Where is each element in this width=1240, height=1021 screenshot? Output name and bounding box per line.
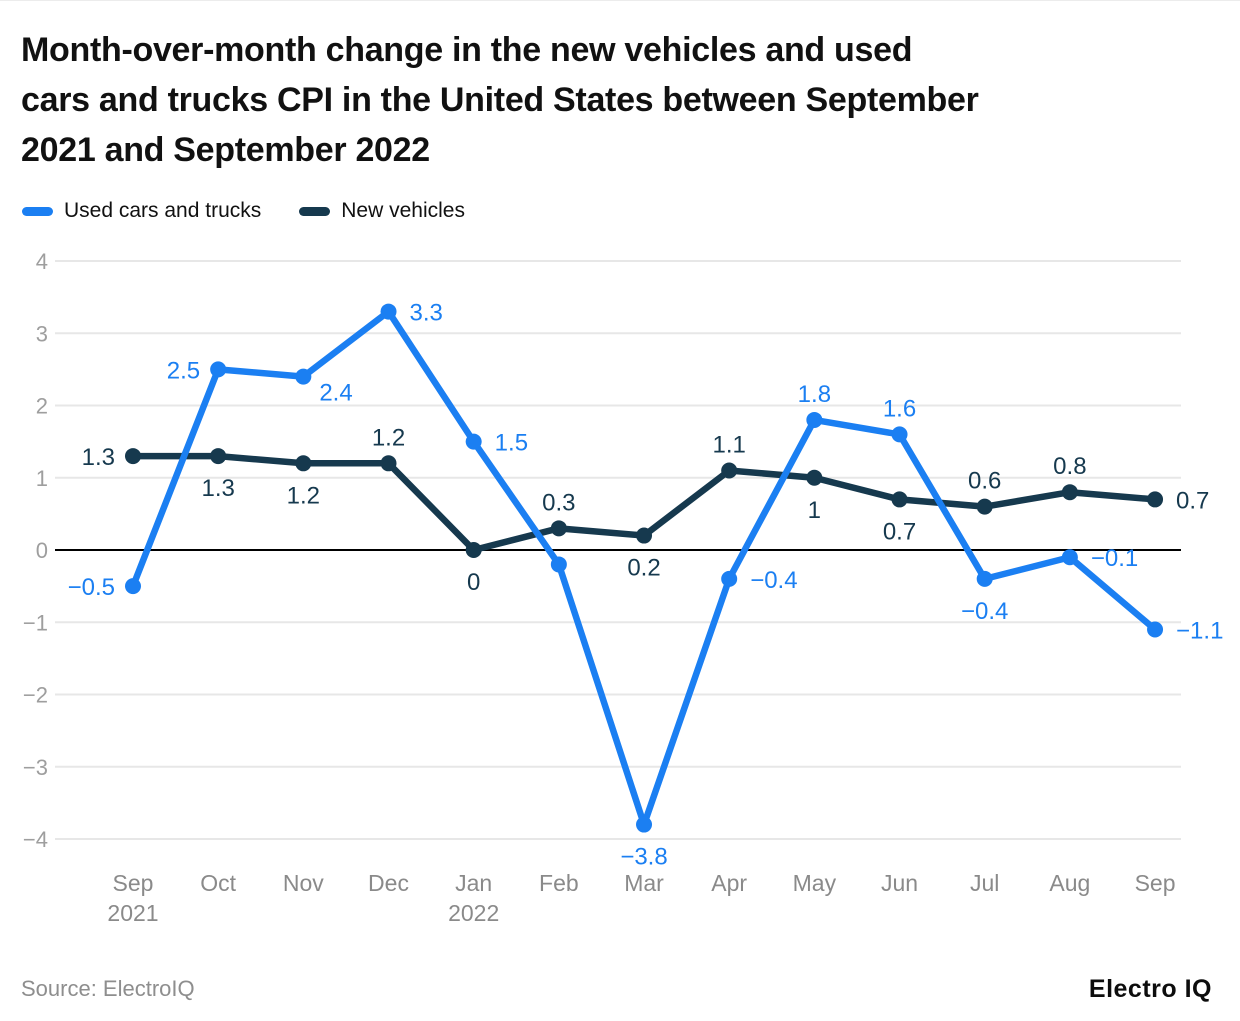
data-point (295, 455, 312, 472)
x-tick-label: May (793, 870, 837, 896)
data-point-label: 1.5 (495, 430, 528, 457)
data-point-label: 0.7 (1176, 487, 1209, 514)
data-point (636, 527, 653, 544)
page-title: Month-over-month change in the new vehic… (21, 25, 1221, 175)
data-point-label: 0.7 (883, 518, 916, 545)
data-point (976, 570, 993, 587)
x-tick-label: Nov (283, 870, 324, 896)
data-point (550, 556, 567, 573)
data-point-label: 0.8 (1053, 453, 1086, 480)
data-point-label: 0.3 (542, 489, 575, 516)
x-tick-label: Feb (539, 870, 579, 896)
x-tick-label: Sep (113, 870, 154, 896)
data-point-label: −0.5 (68, 574, 115, 601)
y-tick-label: 4 (36, 251, 48, 274)
data-point-label: 2.4 (319, 380, 352, 407)
line-chart: 4 3 2 1 0 −1 −2 −3 −4 Sep 2021 Oct Nov Dec Jan 2022 Feb M… (23, 251, 1224, 926)
data-point-label: 0 (467, 569, 480, 596)
data-point (465, 542, 482, 558)
x-tick-label: Jun (881, 870, 918, 896)
y-tick-label: −4 (23, 827, 48, 852)
source-text: Source: ElectroIQ (21, 976, 195, 1001)
x-tick-sublabel: 2021 (107, 900, 158, 926)
data-point (721, 462, 738, 479)
data-point (210, 448, 227, 465)
data-point (465, 433, 482, 450)
y-tick-label: −2 (23, 683, 48, 708)
data-point (1061, 484, 1078, 501)
data-point (1147, 621, 1164, 638)
new-vehicles-swatch-icon (299, 206, 331, 216)
data-point-label: 3.3 (410, 300, 443, 327)
y-tick-label: −3 (23, 755, 48, 780)
x-tick-label: Jan (455, 870, 492, 896)
x-tick-label: Dec (368, 870, 409, 896)
data-point (380, 303, 397, 320)
y-tick-label: 3 (36, 321, 48, 346)
page-title-line1: Month-over-month change in the new vehic… (21, 31, 913, 69)
data-point-label: 2.5 (167, 357, 200, 384)
data-point-label: −1.1 (1176, 617, 1223, 644)
data-point (125, 448, 141, 465)
x-tick-label: Sep (1135, 870, 1176, 896)
y-tick-label: 2 (36, 394, 48, 419)
data-point (891, 491, 908, 508)
data-point-label: −0.1 (1091, 545, 1138, 572)
y-tick-label: −1 (23, 610, 48, 635)
data-point (380, 455, 397, 472)
legend-item-new-vehicles: New vehicles (299, 199, 465, 223)
data-point (1061, 549, 1078, 566)
data-point-label: 1.1 (713, 432, 746, 459)
data-point (125, 578, 141, 595)
x-tick-label: Apr (711, 870, 747, 896)
y-tick-label: 0 (36, 538, 48, 563)
data-point-label: 1.3 (201, 475, 234, 502)
data-point (210, 361, 227, 378)
legend-label-new-vehicles: New vehicles (341, 199, 465, 222)
data-point (636, 816, 653, 833)
legend-item-used-cars: Used cars and trucks (22, 199, 261, 223)
legend: Used cars and trucks New vehicles (22, 199, 465, 223)
data-point (891, 426, 908, 443)
data-point-label: 1.2 (372, 424, 405, 451)
data-point-label: 1.3 (82, 444, 115, 471)
data-point-label: 1 (808, 497, 821, 524)
used-cars-swatch-icon (22, 206, 53, 216)
data-point (806, 469, 823, 486)
data-point (721, 570, 738, 587)
data-point-label: 0.6 (968, 468, 1001, 495)
legend-label-used-cars: Used cars and trucks (64, 199, 262, 222)
x-tick-label: Oct (200, 870, 236, 896)
data-point (1147, 491, 1164, 508)
data-point-label: −0.4 (750, 567, 797, 594)
data-point-label: −0.4 (961, 598, 1008, 625)
data-point-label: 1.6 (883, 395, 916, 422)
data-point (806, 411, 823, 428)
page-title-line2: cars and trucks CPI in the United States… (21, 81, 979, 119)
page-title-line3: 2021 and September 2022 (21, 131, 430, 169)
y-tick-label: 1 (36, 466, 48, 491)
x-tick-label: Mar (624, 870, 664, 896)
data-point (976, 498, 993, 515)
data-point (550, 520, 567, 537)
x-tick-sublabel: 2022 (448, 900, 499, 926)
x-tick-label: Jul (970, 870, 999, 896)
data-point (295, 368, 312, 385)
data-point-label: 1.2 (287, 482, 320, 509)
data-point-label: 1.8 (798, 381, 831, 408)
electro-iq-logo: Electro IQ (1088, 975, 1212, 1003)
x-tick-label: Aug (1049, 870, 1090, 896)
data-point-label: 0.2 (627, 555, 660, 582)
data-point-label: −3.8 (620, 844, 667, 871)
